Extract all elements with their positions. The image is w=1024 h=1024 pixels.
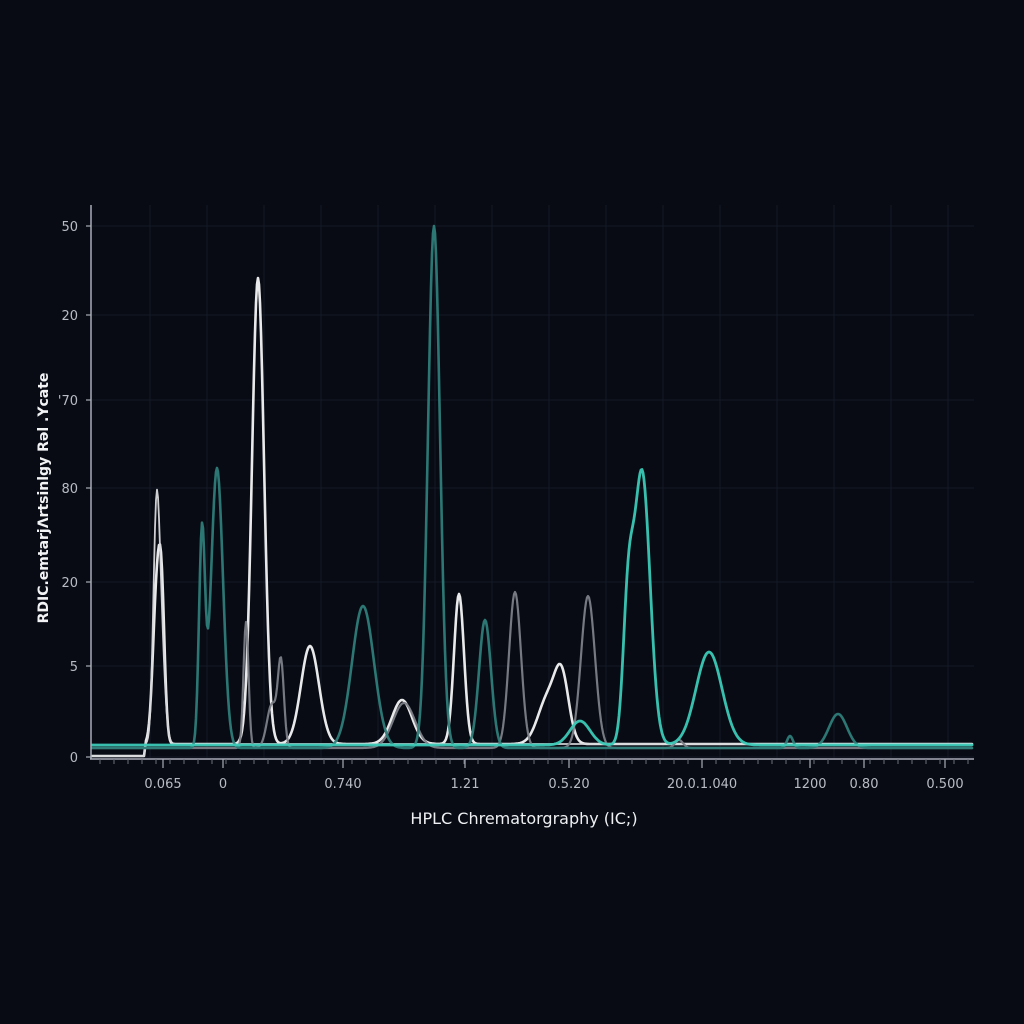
x-tick-label: 1200 bbox=[793, 777, 826, 792]
x-tick-label: 0.500 bbox=[926, 777, 963, 792]
x-axis-ticks: 0.065 0 0.740 1.21 0.5.20 20.0.1.040 1200 0.80 0… bbox=[99, 759, 969, 792]
y-tick-label: 20 bbox=[61, 309, 78, 324]
x-axis-label: HPLC Chrematorgraphy (IC;) bbox=[410, 809, 637, 828]
y-tick-label: 50 bbox=[61, 220, 78, 235]
y-tick-label: 5 bbox=[70, 660, 78, 675]
y-axis-label: RDIC.emtarjΛrtsinlgy Rəl .Ycate bbox=[36, 373, 52, 624]
x-tick-label: 0.5.20 bbox=[548, 777, 589, 792]
x-tick-label: 0.80 bbox=[850, 777, 879, 792]
chromatogram-traces bbox=[90, 224, 974, 758]
y-tick-label: 20 bbox=[61, 576, 78, 591]
trace-white-trace bbox=[90, 276, 974, 758]
x-tick-label: 0 bbox=[219, 777, 227, 792]
trace-dark-teal-trace bbox=[90, 224, 974, 750]
grid-lines bbox=[92, 205, 974, 758]
y-tick-label: '70 bbox=[58, 394, 78, 409]
x-tick-label: 0.740 bbox=[324, 777, 361, 792]
y-tick-label: 0 bbox=[70, 751, 78, 766]
x-tick-label: 20.0.1.040 bbox=[667, 777, 737, 792]
x-tick-label: 1.21 bbox=[451, 777, 480, 792]
trace-bright-teal-trace bbox=[90, 468, 974, 747]
x-tick-label: 0.065 bbox=[144, 777, 181, 792]
y-tick-label: 80 bbox=[61, 482, 78, 497]
